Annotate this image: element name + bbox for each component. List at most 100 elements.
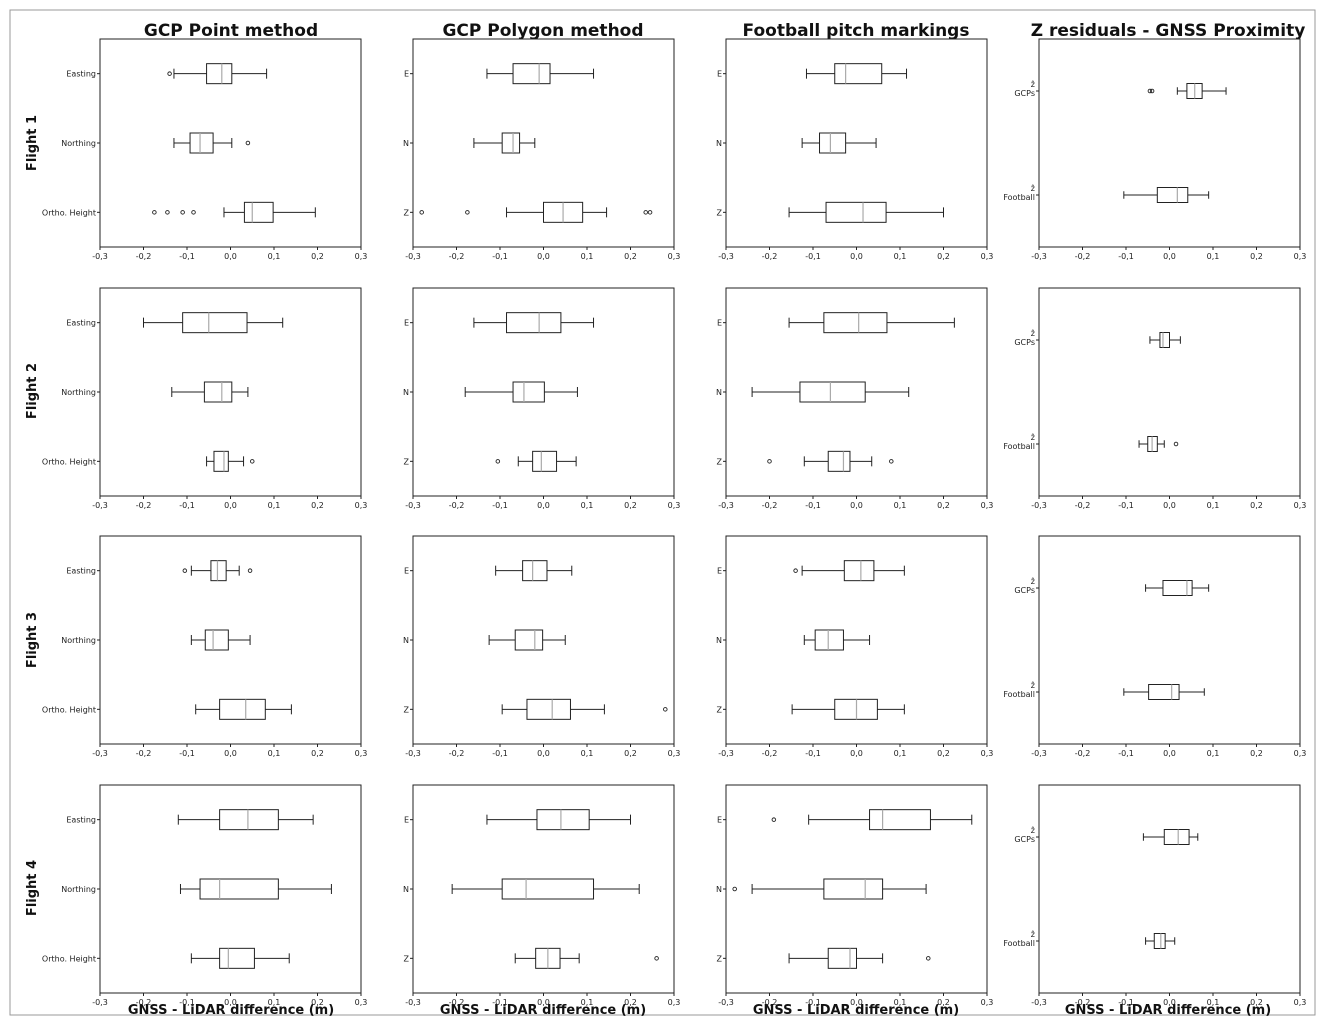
category-label: N bbox=[403, 139, 409, 148]
panel-grid: -0,3 -0,2 -0,1 0,0 0,1 0,2 0,3 Easting Northing O… bbox=[42, 38, 1306, 1007]
box-iqr bbox=[823, 312, 888, 334]
box-iqr bbox=[512, 381, 545, 403]
x-tick-label: 0,1 bbox=[1207, 749, 1220, 758]
box-iqr bbox=[1153, 933, 1166, 949]
x-tick-label: 0,3 bbox=[355, 501, 368, 510]
x-tick-label: -0,2 bbox=[762, 998, 778, 1007]
box-iqr bbox=[1159, 332, 1171, 348]
x-tick-label: -0,1 bbox=[805, 501, 821, 510]
panel-4-3: -0,3 -0,2 -0,1 0,0 0,1 0,2 0,3 E N Z bbox=[716, 784, 993, 1007]
x-axis-label-2: GNSS - LiDAR difference (m) bbox=[440, 1003, 646, 1018]
x-tick-label: -0,3 bbox=[1031, 501, 1047, 510]
x-tick-label: -0,3 bbox=[405, 998, 421, 1007]
x-tick-label: 0,2 bbox=[624, 252, 637, 261]
box-iqr bbox=[501, 132, 521, 154]
row-title-1: Flight 1 bbox=[25, 115, 40, 171]
x-tick-label: -0,2 bbox=[1075, 252, 1091, 261]
x-tick-label: -0,3 bbox=[718, 501, 734, 510]
x-tick-label: 0,1 bbox=[894, 749, 907, 758]
box-iqr bbox=[526, 698, 571, 720]
box-iqr bbox=[825, 201, 887, 223]
x-tick-label: -0,3 bbox=[1031, 252, 1047, 261]
column-title-3: Football pitch markings bbox=[743, 21, 970, 41]
x-tick-label: -0,1 bbox=[492, 998, 508, 1007]
x-tick-label: 0,2 bbox=[937, 749, 950, 758]
category-label: Ortho. Height bbox=[42, 457, 96, 466]
category-label: E bbox=[717, 70, 722, 79]
category-label: N bbox=[403, 636, 409, 645]
outlier-point bbox=[1147, 88, 1153, 94]
box-iqr bbox=[512, 63, 551, 85]
outlier-point bbox=[180, 210, 185, 215]
x-axis-label-1: GNSS - LiDAR difference (m) bbox=[128, 1003, 334, 1018]
box-iqr bbox=[210, 560, 227, 582]
x-tick-label: 0,0 bbox=[224, 998, 237, 1007]
x-tick-label: -0,3 bbox=[405, 252, 421, 261]
box-iqr bbox=[869, 809, 931, 831]
x-tick-label: 0,2 bbox=[937, 501, 950, 510]
x-tick-label: 0,0 bbox=[537, 998, 550, 1007]
box-iqr bbox=[199, 878, 279, 900]
box-iqr bbox=[799, 381, 866, 403]
x-tick-label: -0,2 bbox=[136, 998, 152, 1007]
category-label: ẑ bbox=[1031, 826, 1035, 835]
category-label: ẑ bbox=[1031, 80, 1035, 89]
box-iqr bbox=[823, 878, 884, 900]
box-iqr bbox=[1162, 580, 1193, 596]
panel-1-1: -0,3 -0,2 -0,1 0,0 0,1 0,2 0,3 Easting Northing O… bbox=[42, 38, 368, 261]
category-label: E bbox=[404, 70, 409, 79]
category-label: Easting bbox=[66, 567, 96, 576]
x-tick-label: 0,2 bbox=[311, 998, 324, 1007]
box-iqr bbox=[819, 132, 847, 154]
x-tick-label: 0,3 bbox=[981, 501, 994, 510]
x-tick-label: 0,3 bbox=[981, 252, 994, 261]
category-label: N bbox=[716, 388, 722, 397]
column-title-2: GCP Polygon method bbox=[442, 21, 643, 41]
category-label: ẑ bbox=[1031, 329, 1035, 338]
box-iqr bbox=[827, 947, 857, 969]
x-tick-label: 0,0 bbox=[537, 501, 550, 510]
x-tick-label: -0,2 bbox=[449, 501, 465, 510]
x-tick-label: -0,1 bbox=[1118, 998, 1134, 1007]
x-tick-label: 0,2 bbox=[624, 749, 637, 758]
x-tick-label: 0,1 bbox=[268, 749, 281, 758]
category-label: Z bbox=[717, 705, 723, 714]
x-tick-label: 0,0 bbox=[224, 501, 237, 510]
x-tick-label: -0,1 bbox=[179, 501, 195, 510]
x-tick-label: -0,2 bbox=[1075, 501, 1091, 510]
x-tick-label: -0,1 bbox=[805, 749, 821, 758]
plot-area bbox=[1038, 784, 1301, 994]
box-iqr bbox=[213, 450, 229, 472]
x-tick-label: -0,1 bbox=[492, 501, 508, 510]
outlier-point bbox=[495, 459, 501, 464]
x-tick-label: -0,3 bbox=[92, 252, 108, 261]
category-label: Z bbox=[404, 705, 410, 714]
outlier-point bbox=[767, 459, 772, 464]
x-tick-label: 0,3 bbox=[668, 501, 681, 510]
category-label: Football bbox=[1003, 939, 1035, 948]
box-iqr bbox=[1148, 684, 1180, 700]
category-label: Football bbox=[1003, 690, 1035, 699]
x-tick-label: -0,2 bbox=[762, 252, 778, 261]
plot-area bbox=[1038, 287, 1301, 497]
panel-4-2: -0,3 -0,2 -0,1 0,0 0,1 0,2 0,3 E N Z bbox=[403, 784, 680, 1007]
x-tick-label: 0,3 bbox=[355, 252, 368, 261]
category-label: Ortho. Height bbox=[42, 954, 96, 963]
x-tick-label: -0,1 bbox=[805, 998, 821, 1007]
category-label: E bbox=[404, 816, 409, 825]
x-tick-label: 0,2 bbox=[624, 998, 637, 1007]
x-tick-label: 0,3 bbox=[355, 749, 368, 758]
outlier-point bbox=[1149, 88, 1155, 94]
row-title-3: Flight 3 bbox=[25, 612, 40, 668]
column-title-4: Z residuals - GNSS Proximity bbox=[1031, 21, 1306, 41]
x-tick-label: 0,1 bbox=[268, 998, 281, 1007]
column-title-1: GCP Point method bbox=[144, 21, 318, 41]
box-iqr bbox=[182, 312, 248, 334]
category-label: Easting bbox=[66, 816, 96, 825]
x-tick-label: 0,3 bbox=[355, 998, 368, 1007]
box-iqr bbox=[536, 809, 590, 831]
category-label: GCPs bbox=[1014, 835, 1035, 844]
